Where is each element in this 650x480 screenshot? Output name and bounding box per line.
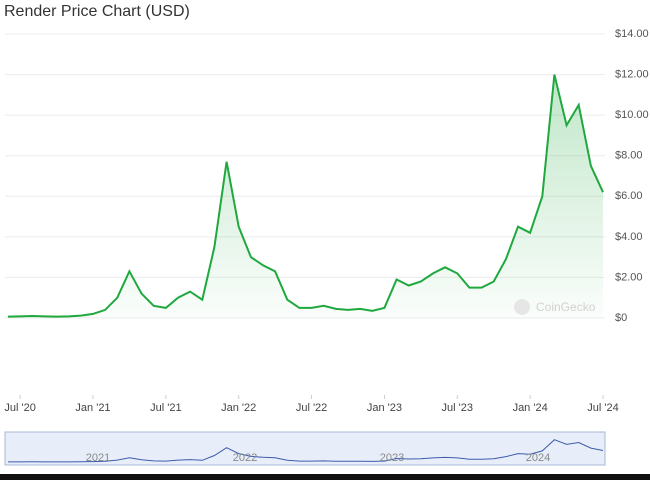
x-tick-label: Jan '24	[513, 402, 548, 414]
chart-title: Render Price Chart (USD)	[4, 3, 190, 20]
navigator-line	[8, 439, 604, 463]
y-tick-label: $14.00	[615, 28, 649, 40]
bottom-bar	[0, 474, 650, 480]
watermark-icon	[514, 299, 530, 315]
x-tick-label: Jan '21	[75, 402, 110, 414]
y-tick-label: $0	[615, 312, 627, 324]
y-tick-label: $8.00	[615, 150, 643, 162]
navigator-label: 2021	[86, 452, 110, 464]
navigator-label: 2024	[526, 452, 550, 464]
y-tick-label: $10.00	[615, 109, 649, 121]
y-tick-label: $12.00	[615, 68, 649, 80]
y-tick-label: $4.00	[615, 231, 643, 243]
navigator-label: 2022	[233, 452, 257, 464]
x-tick-label: Jan '22	[221, 402, 256, 414]
x-tick-label: Jul '21	[150, 402, 181, 414]
price-line	[7, 74, 604, 318]
navigator	[4, 431, 606, 466]
x-tick-label: Jul '24	[587, 402, 618, 414]
x-tick-label: Jul '22	[296, 402, 327, 414]
y-tick-label: $6.00	[615, 190, 643, 202]
x-tick-label: Jan '23	[367, 402, 402, 414]
y-tick-label: $2.00	[615, 271, 643, 283]
x-tick-label: Jul '20	[4, 402, 35, 414]
x-tick-label: Jul '23	[442, 402, 473, 414]
area	[8, 74, 603, 318]
watermark: CoinGecko	[536, 300, 596, 314]
navigator-label: 2023	[380, 452, 404, 464]
